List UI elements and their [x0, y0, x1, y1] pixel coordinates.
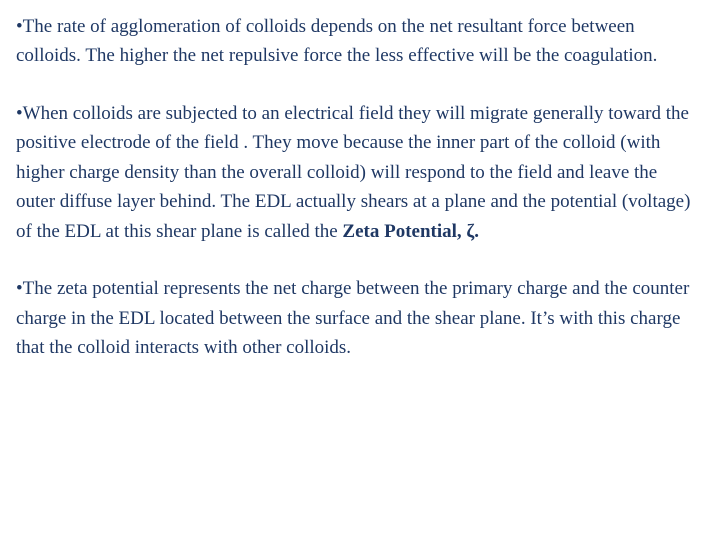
paragraph-text: The zeta potential represents the net ch…	[16, 278, 689, 358]
slide-body: •The rate of agglomeration of colloids d…	[0, 0, 720, 540]
bullet-paragraph-2: •When colloids are subjected to an elect…	[16, 99, 698, 246]
bullet-marker: •	[16, 278, 23, 299]
zeta-potential-label: Zeta Potential,	[342, 221, 466, 242]
bullet-paragraph-3: •The zeta potential represents the net c…	[16, 274, 698, 362]
zeta-period: .	[474, 221, 479, 242]
bullet-marker: •	[16, 103, 23, 124]
bullet-paragraph-1: •The rate of agglomeration of colloids d…	[16, 12, 698, 71]
bullet-marker: •	[16, 16, 23, 37]
paragraph-text: The rate of agglomeration of colloids de…	[16, 16, 657, 66]
